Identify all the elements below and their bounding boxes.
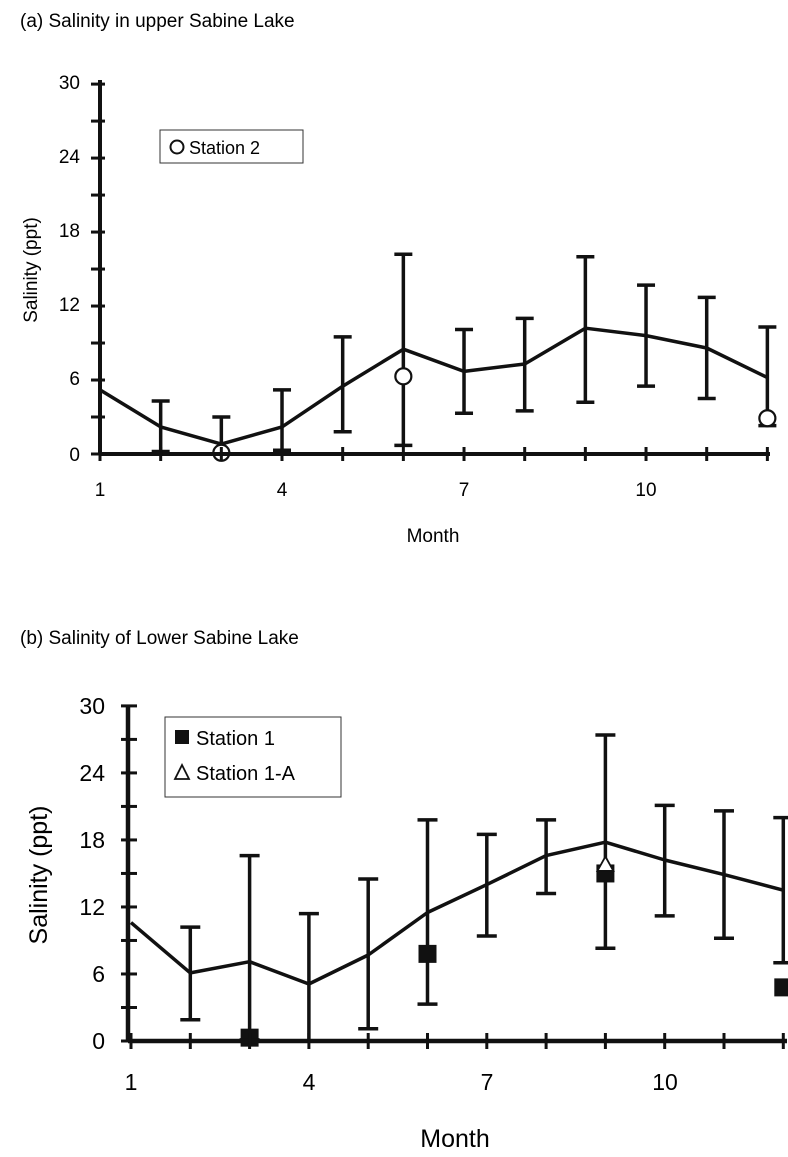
panel-b-legend-station-1a-marker — [173, 762, 191, 780]
panel-a-y-tick-0: 0 — [69, 445, 80, 466]
panel-b-x-tick-10: 10 — [652, 1069, 678, 1095]
panel-b-marker-station-1 — [418, 944, 437, 963]
panel-b-legend-station-1-marker — [175, 730, 189, 744]
panel-b-y-tick-0: 0 — [92, 1028, 105, 1054]
panel-b-title: (b) Salinity of Lower Sabine Lake — [20, 628, 299, 649]
panel-a-legend-station-2-marker — [169, 139, 185, 155]
panel-a-legend-station-2-label: Station 2 — [189, 138, 260, 158]
panel-a-x-label: Month — [407, 526, 460, 547]
panel-a-ticks — [91, 82, 769, 461]
panel-a-y-tick-18: 18 — [59, 221, 80, 242]
panel-b-x-label: Month — [420, 1125, 489, 1153]
panel-a-y-tick-6: 6 — [69, 369, 80, 390]
panel-a: (a) Salinity in upper Sabine Lake 0 6 12… — [20, 11, 777, 547]
panel-a-y-tick-12: 12 — [59, 295, 80, 316]
panel-b-marks — [129, 733, 788, 1047]
panel-a-x-tick-1: 1 — [95, 480, 106, 501]
panel-b-y-tick-24: 24 — [79, 760, 105, 786]
panel-a-error-bar — [273, 388, 292, 453]
panel-b-ticks — [121, 704, 785, 1049]
panel-b-mean-line — [129, 840, 784, 986]
panel-b-y-tick-30: 30 — [79, 693, 105, 719]
panel-a-y-label: Salinity (ppt) — [21, 217, 42, 323]
panel-b-x-tick-4: 4 — [303, 1069, 316, 1095]
panel-b: (b) Salinity of Lower Sabine Lake 0 6 12… — [20, 628, 788, 1153]
panel-a-y-tick-30: 30 — [59, 73, 80, 94]
panel-a-marker-station-2 — [394, 367, 413, 386]
panel-a-marks — [99, 252, 777, 462]
panel-b-error-bar — [298, 911, 319, 1043]
panel-b-x-tick-7: 7 — [481, 1069, 494, 1095]
panel-a-marker-station-2 — [758, 409, 777, 428]
panel-a-mean-line — [99, 326, 769, 446]
panel-b-legend-station-1-label: Station 1 — [196, 728, 275, 750]
panel-b-y-label: Salinity (ppt) — [25, 806, 53, 945]
panel-b-error-bar — [773, 815, 788, 965]
panel-b-marker-station-1 — [774, 978, 788, 997]
panel-b-marker-station-1-a — [595, 854, 615, 872]
panel-a-x-tick-7: 7 — [459, 480, 470, 501]
panel-b-error-bar — [239, 853, 260, 1042]
panel-b-y-tick-6: 6 — [92, 961, 105, 987]
panel-b-y-tick-12: 12 — [79, 894, 105, 920]
panel-b-legend: Station 1 Station 1-A — [164, 716, 342, 798]
panel-b-y-tick-18: 18 — [79, 827, 105, 853]
panel-a-x-tick-10: 10 — [635, 480, 656, 501]
panel-a-y-tick-24: 24 — [59, 147, 81, 168]
panel-b-legend-station-1a-label: Station 1-A — [196, 763, 296, 785]
panel-b-legend-box — [164, 716, 342, 798]
panel-a-legend: Station 2 — [159, 129, 304, 164]
panel-b-x-tick-1: 1 — [125, 1069, 138, 1095]
panel-a-title: (a) Salinity in upper Sabine Lake — [20, 11, 295, 32]
panel-a-x-tick-4: 4 — [277, 480, 288, 501]
